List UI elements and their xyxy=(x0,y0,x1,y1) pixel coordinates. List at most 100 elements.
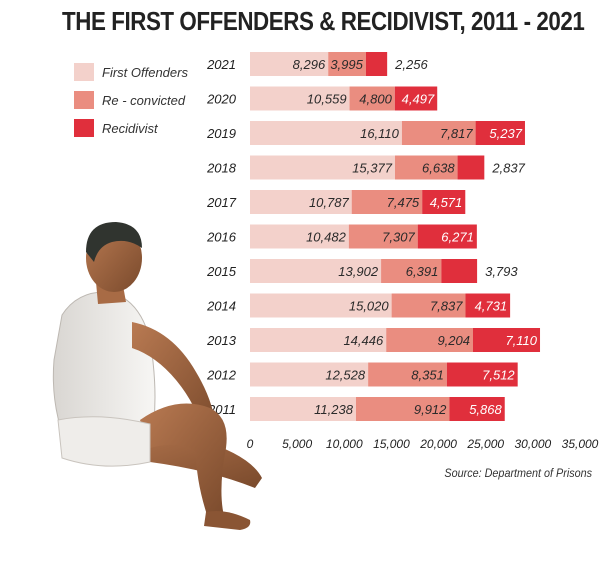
data-label-recidivist: 7,110 xyxy=(505,333,537,348)
bar-first-offenders-2016 xyxy=(250,224,349,249)
legend-item-first-offenders: First Offenders xyxy=(74,58,188,86)
bar-re-convicted-2011 xyxy=(355,397,450,421)
data-label-re-convicted: 8,351 xyxy=(411,368,444,383)
bar-recidivist-2018 xyxy=(457,155,485,180)
bar-re-convicted-2013 xyxy=(386,328,473,352)
data-label-re-convicted: 7,475 xyxy=(387,195,420,210)
data-label-recidivist: 6,271 xyxy=(441,230,474,245)
bar-recidivist-2017 xyxy=(422,190,466,214)
x-axis: 0 5,000 10,000 15,000 20,000 25,000 30,000 35,0… xyxy=(247,437,599,451)
year-label: 2013 xyxy=(206,333,237,348)
data-label-re-convicted: 9,204 xyxy=(437,333,470,348)
data-label-first-offenders: 10,787 xyxy=(309,195,350,210)
source-note: Source: Department of Prisons xyxy=(444,466,592,480)
man-hair xyxy=(86,222,142,262)
data-label-recidivist: 7,512 xyxy=(482,368,515,383)
data-label-recidivist: 5,237 xyxy=(489,126,522,141)
bar-recidivist-2014 xyxy=(465,293,511,318)
man-foot xyxy=(204,511,251,530)
bar-row-2017: 2017 10,787 7,475 4,571 xyxy=(206,190,466,214)
legend: First Offenders Re - convicted Recidivis… xyxy=(74,58,188,142)
data-label-first-offenders: 11,238 xyxy=(314,402,354,417)
data-label-recidivist: 5,868 xyxy=(469,402,502,417)
year-label: 2020 xyxy=(206,92,237,107)
legend-label-re-convicted: Re - convicted xyxy=(102,92,186,108)
data-label-first-offenders: 8,296 xyxy=(293,57,326,72)
legend-swatch-recidivist xyxy=(74,119,94,137)
bar-re-convicted-2012 xyxy=(368,362,447,387)
bar-re-convicted-2019 xyxy=(401,121,476,145)
bar-re-convicted-2017 xyxy=(351,190,423,214)
bar-recidivist-2011 xyxy=(449,397,505,421)
year-label: 2015 xyxy=(206,264,237,279)
legend-swatch-first-offenders xyxy=(74,63,94,81)
data-label-first-offenders: 14,446 xyxy=(343,333,384,348)
bar-recidivist-2021 xyxy=(365,52,388,76)
bar-recidivist-2013 xyxy=(472,328,541,352)
data-label-first-offenders: 15,020 xyxy=(349,299,390,314)
bar-recidivist-2020 xyxy=(394,86,438,111)
bar-row-2014: 2014 15,020 7,837 4,731 xyxy=(206,293,511,318)
bar-row-2016: 2016 10,482 7,307 6,271 xyxy=(206,224,477,249)
legend-item-recidivist: Recidivist xyxy=(74,114,188,142)
legend-swatch-re-convicted xyxy=(74,91,94,109)
data-label-re-convicted: 3,995 xyxy=(330,57,363,72)
bar-row-2020: 2020 10,559 4,800 4,497 xyxy=(206,86,438,111)
bar-re-convicted-2018 xyxy=(394,155,458,180)
year-label: 2021 xyxy=(206,57,236,72)
bar-recidivist-2016 xyxy=(417,224,477,249)
bar-row-2015: 2015 13,902 6,391 3,793 xyxy=(206,259,518,283)
bar-first-offenders-2019 xyxy=(250,121,402,145)
bar-re-convicted-2021 xyxy=(328,52,366,76)
data-label-re-convicted: 7,307 xyxy=(382,230,415,245)
man-front-leg xyxy=(140,403,227,518)
man-shorts xyxy=(57,416,151,467)
bar-first-offenders-2017 xyxy=(250,190,352,214)
bar-recidivist-2019 xyxy=(475,121,525,145)
bar-first-offenders-2013 xyxy=(250,328,387,352)
data-label-recidivist: 4,731 xyxy=(475,299,508,314)
data-label-recidivist: 4,497 xyxy=(402,92,435,107)
data-label-first-offenders: 12,528 xyxy=(325,368,366,383)
data-label-recidivist: 3,793 xyxy=(485,264,518,279)
chart-title: THE FIRST OFFENDERS & RECIDIVIST, 2011 -… xyxy=(62,6,585,36)
x-tick-label: 25,000 xyxy=(466,437,504,451)
bar-first-offenders-2011 xyxy=(250,397,356,421)
x-tick-label: 20,000 xyxy=(419,437,457,451)
bar-row-2019: 2019 16,110 7,817 5,237 xyxy=(206,121,525,145)
bar-re-convicted-2020 xyxy=(349,86,395,111)
data-label-first-offenders: 15,377 xyxy=(352,161,393,176)
data-label-re-convicted: 6,391 xyxy=(406,264,439,279)
data-label-first-offenders: 10,482 xyxy=(306,230,347,245)
bar-row-2018: 2018 15,377 6,638 2,837 xyxy=(206,155,526,180)
seated-man-illustration xyxy=(52,222,262,530)
data-label-recidivist: 2,256 xyxy=(394,57,428,72)
data-label-first-offenders: 13,902 xyxy=(338,264,379,279)
year-label: 2012 xyxy=(206,368,237,383)
data-label-re-convicted: 4,800 xyxy=(359,92,392,107)
bar-first-offenders-2020 xyxy=(250,86,350,111)
year-label: 2019 xyxy=(206,126,236,141)
bar-re-convicted-2014 xyxy=(391,293,466,318)
bar-recidivist-2012 xyxy=(446,362,518,387)
x-tick-label: 10,000 xyxy=(326,437,363,451)
bar-row-2021: 2021 8,296 3,995 2,256 xyxy=(206,52,428,76)
data-label-recidivist: 2,837 xyxy=(491,161,525,176)
x-tick-label: 5,000 xyxy=(282,437,312,451)
legend-item-re-convicted: Re - convicted xyxy=(74,86,188,114)
bar-first-offenders-2014 xyxy=(250,293,392,318)
x-tick-label: 0 xyxy=(247,437,254,451)
x-tick-label: 35,000 xyxy=(562,437,599,451)
data-label-re-convicted: 7,817 xyxy=(440,126,473,141)
x-tick-label: 30,000 xyxy=(515,437,552,451)
x-tick-label: 15,000 xyxy=(373,437,410,451)
data-label-recidivist: 4,571 xyxy=(430,195,463,210)
bar-first-offenders-2021 xyxy=(250,52,329,76)
year-label: 2016 xyxy=(206,230,237,245)
bar-re-convicted-2016 xyxy=(348,224,418,249)
data-label-re-convicted: 9,912 xyxy=(414,402,447,417)
bar-row-2012: 2012 12,528 8,351 7,512 xyxy=(206,362,518,387)
bar-first-offenders-2015 xyxy=(250,259,382,283)
